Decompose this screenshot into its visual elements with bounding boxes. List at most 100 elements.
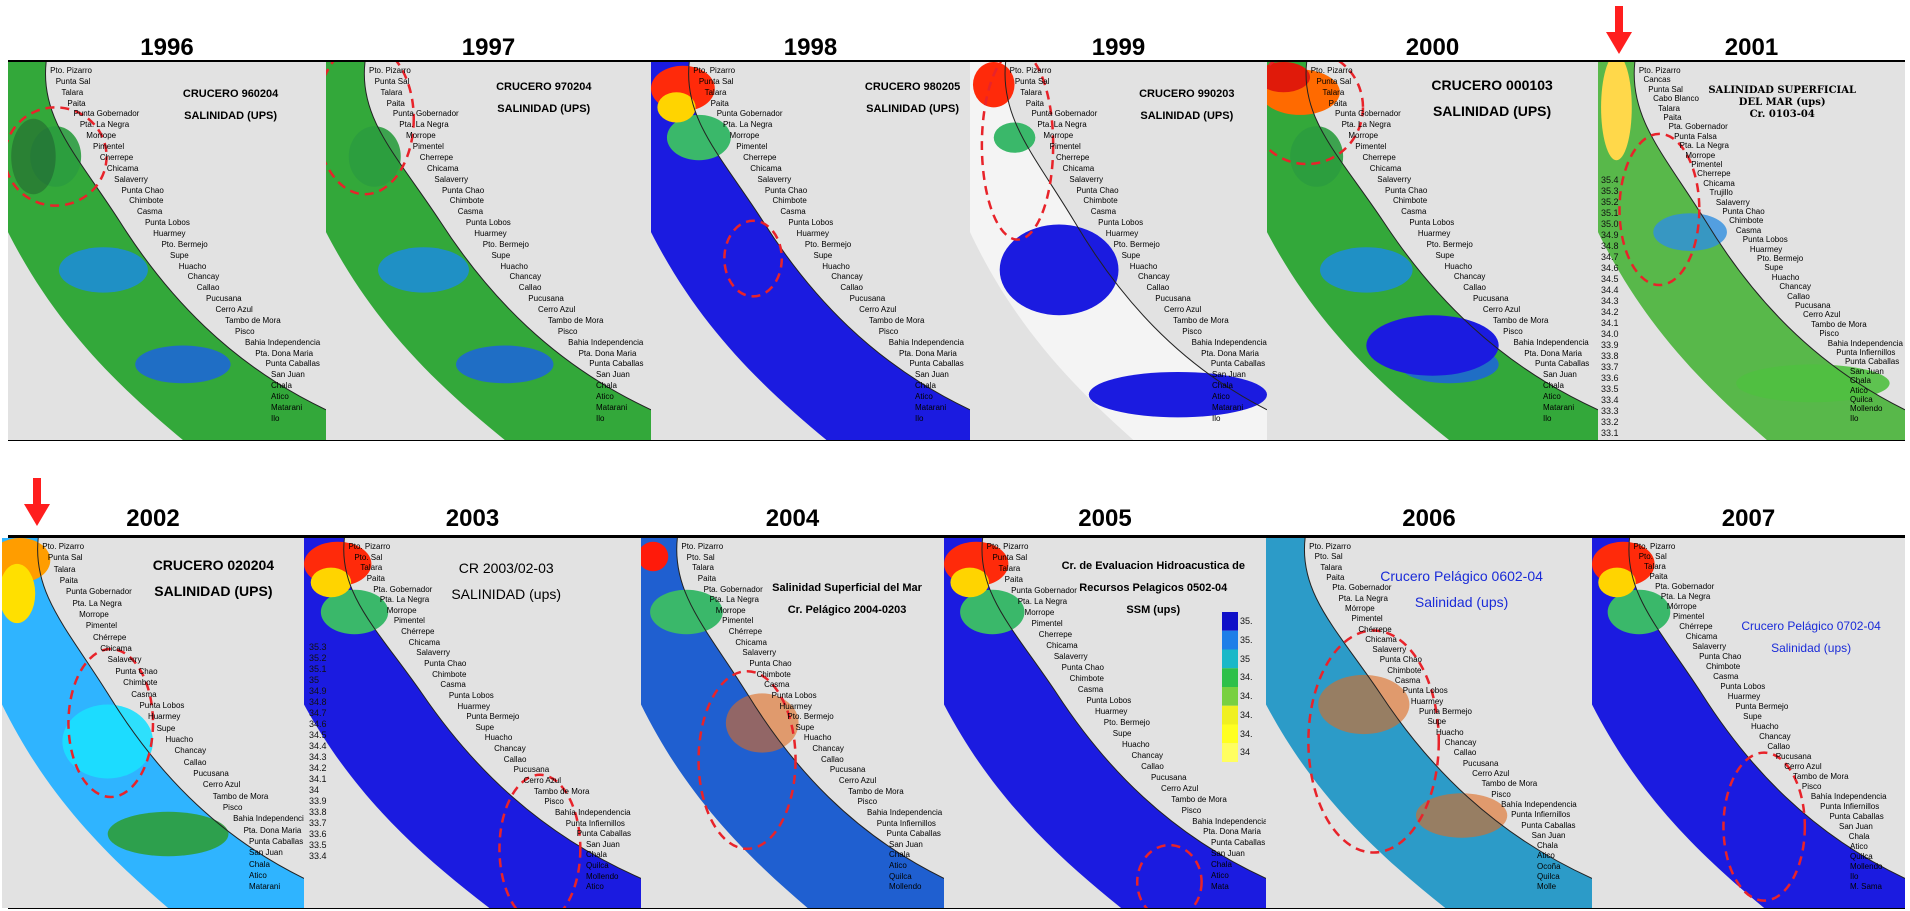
place-label: Pucusana bbox=[1794, 300, 1831, 310]
place-label: Morrope bbox=[715, 605, 746, 615]
place-label: Chicama bbox=[750, 163, 782, 173]
place-label: Bahia Independencia bbox=[1192, 816, 1266, 826]
place-label: Huacho bbox=[165, 734, 194, 744]
scale-tick-label: 35.3 bbox=[1601, 186, 1619, 197]
place-label: Talara bbox=[53, 564, 76, 574]
place-label: Chicama bbox=[735, 637, 767, 647]
panel-title-line: SALINIDAD (UPS) bbox=[497, 102, 591, 115]
panel-title-line: CRUCERO 960204 bbox=[182, 88, 279, 101]
place-label: Bahia Independencia bbox=[867, 807, 943, 817]
place-label: Supe bbox=[1764, 263, 1784, 273]
place-label: Punta Lobos bbox=[1086, 695, 1132, 705]
place-label: Casma bbox=[1401, 207, 1427, 217]
panel-title-line: Salinidad (ups) bbox=[1771, 641, 1852, 656]
sea-band bbox=[1266, 538, 1592, 908]
legend-tick-label: 34. bbox=[1240, 728, 1253, 739]
place-label: Punta Falsa bbox=[1674, 131, 1717, 141]
place-label: Tambo de Mora bbox=[1171, 794, 1227, 804]
place-label: Casma bbox=[1394, 676, 1421, 686]
sea-surface-salinity-map bbox=[944, 538, 1266, 908]
panel-title-line: Salinidad (ups) bbox=[1414, 593, 1509, 610]
place-label: Pisco bbox=[1182, 326, 1202, 336]
sea-band bbox=[1592, 538, 1905, 908]
place-label: Pisco bbox=[1801, 782, 1822, 792]
scale-tick-label: 33.3 bbox=[1601, 406, 1619, 417]
place-label: San Juan bbox=[915, 370, 949, 380]
salinity-map-panel: Pto. Pizarro Punta Sal Talara Paita Punta Go… bbox=[970, 62, 1267, 440]
place-label: Paita bbox=[59, 576, 78, 586]
highlight-ellipse bbox=[1307, 629, 1441, 854]
panel-title-line: Salinidad Superficial del Mar bbox=[772, 582, 922, 595]
place-label: Paita bbox=[1326, 572, 1345, 582]
place-label: Punta Lobos bbox=[448, 690, 494, 700]
scale-tick-label: 33.4 bbox=[309, 850, 327, 861]
place-label: Punta Gobernador bbox=[1335, 109, 1401, 119]
salinity-map-panel: Pto. Pizarro Punta Sal Talara Paita Punta Go… bbox=[651, 62, 970, 440]
place-label: Supe bbox=[475, 722, 495, 732]
place-label: Cerro Azul bbox=[838, 776, 877, 786]
scale-tick-label: 33.5 bbox=[309, 839, 327, 850]
scale-tick-label: 33.6 bbox=[309, 828, 327, 839]
place-label: San Juan bbox=[1543, 370, 1577, 380]
place-label: Pta. La Negra bbox=[1037, 120, 1087, 130]
scale-tick-label: 34.3 bbox=[1601, 296, 1619, 307]
sea-surface-salinity-map bbox=[1592, 538, 1905, 908]
place-label: Punta Chao bbox=[1379, 655, 1423, 665]
legend-tick-label: 35. bbox=[1240, 634, 1253, 645]
place-label: Supe bbox=[170, 250, 189, 260]
coastline bbox=[44, 62, 326, 411]
place-label: Chicama bbox=[1369, 163, 1402, 173]
place-label: Callao bbox=[1767, 742, 1790, 752]
place-label: Pto. Bermejo bbox=[804, 239, 852, 249]
scale-tick-label: 34.4 bbox=[309, 740, 327, 751]
place-label: Ilo bbox=[1850, 413, 1859, 423]
place-label: Punta Sal bbox=[1014, 76, 1050, 86]
place-label: Pta. La Negra bbox=[399, 120, 449, 130]
salinity-map-panel: Pto. Pizarro Pto. Sal Talara Paita Pta. Gobe… bbox=[1266, 538, 1592, 908]
place-label: Molle bbox=[1537, 882, 1557, 892]
panel-title-line: CRUCERO 990203 bbox=[1139, 88, 1235, 101]
coastline bbox=[343, 538, 641, 879]
place-label: Bahia Independencia bbox=[245, 337, 321, 347]
scale-tick-label: 34.8 bbox=[309, 696, 327, 707]
scale-tick-label: 33.9 bbox=[309, 795, 327, 806]
place-label: Quilca bbox=[586, 861, 609, 871]
place-label: Pta. La Negra bbox=[1017, 596, 1068, 606]
sea-band bbox=[970, 62, 1267, 440]
panel-title-line: SSM (ups) bbox=[1126, 604, 1181, 617]
place-label: Mata bbox=[1211, 882, 1229, 892]
place-label: Pta. Dona Maria bbox=[578, 348, 637, 358]
salinity-map-panel: Pto. Pizarro Punta Sal Talara Paita Punta Go… bbox=[1267, 62, 1598, 440]
sea-band bbox=[944, 538, 1266, 908]
scale-tick-label: 34.7 bbox=[1601, 252, 1619, 263]
place-label: Punta Chao bbox=[749, 659, 792, 668]
scale-tick-label: 33.4 bbox=[1601, 395, 1619, 406]
place-label: Chala bbox=[1848, 832, 1870, 842]
place-label: Tambo de Mora bbox=[1173, 315, 1229, 325]
place-label: Pisco bbox=[234, 326, 255, 336]
place-label: Punta Chao bbox=[441, 185, 485, 195]
place-label: Atico bbox=[271, 392, 289, 402]
place-label: Morrope bbox=[386, 605, 417, 615]
scale-tick-label: 35.0 bbox=[1601, 219, 1619, 230]
place-label: Punta Caballas bbox=[886, 829, 941, 839]
place-label: Pta. Dona Maria bbox=[1203, 827, 1261, 837]
place-label: Cherrepe bbox=[99, 152, 134, 162]
red-arrow-icon bbox=[1606, 6, 1632, 54]
place-label: Chérrepe bbox=[1358, 624, 1392, 634]
place-label: Atico bbox=[1212, 392, 1230, 402]
place-label: Cherrepe bbox=[419, 152, 454, 162]
place-label: Tambo de Mora bbox=[1492, 315, 1549, 325]
place-label: Pto. Bermejo bbox=[787, 712, 834, 722]
place-label: Ilo bbox=[1543, 413, 1552, 423]
place-label: Chala bbox=[1850, 376, 1871, 386]
place-label: Bahia Independencia bbox=[1191, 337, 1267, 347]
place-label: Punta Gobernador bbox=[392, 109, 459, 119]
place-label: Casma bbox=[1077, 684, 1104, 694]
place-label: Chimbote bbox=[1083, 196, 1118, 206]
place-label: Chicama bbox=[408, 637, 441, 647]
place-label: Punta Lobos bbox=[771, 690, 817, 700]
place-label: Punta Lobos bbox=[1098, 218, 1144, 228]
place-label: Callao bbox=[1146, 283, 1170, 293]
place-label: Cabo Blanco bbox=[1653, 94, 1699, 104]
